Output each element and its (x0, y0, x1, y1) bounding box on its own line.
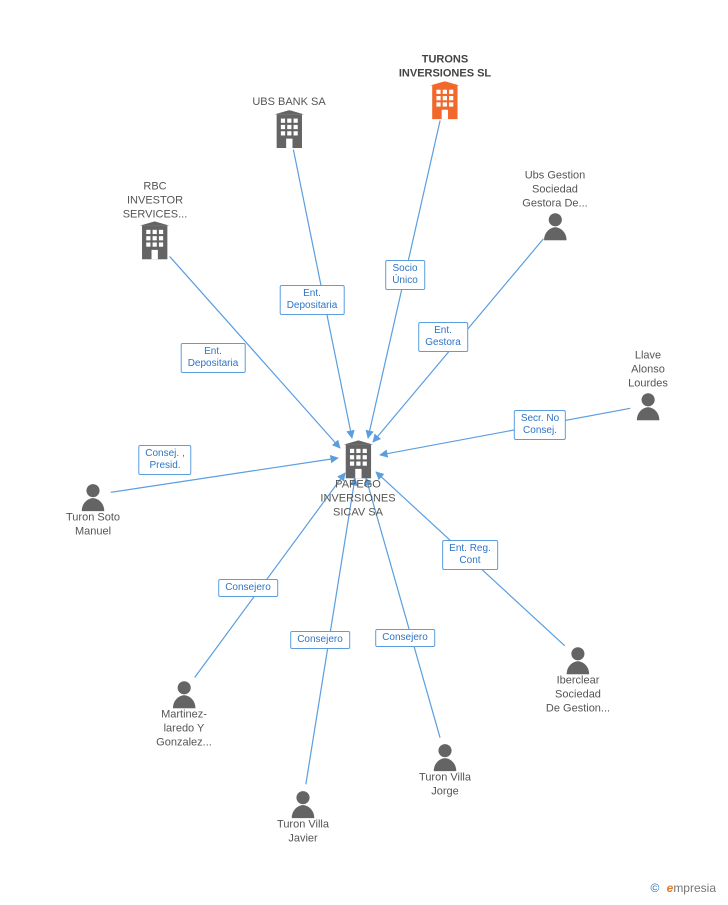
node-label: RBC INVESTOR SERVICES... (123, 180, 188, 221)
node-manuel: Turon Soto Manuel (66, 481, 120, 539)
node-label: TURONS INVERSIONES SL (399, 53, 491, 81)
node-label: Iberclear Sociedad De Gestion... (546, 674, 610, 715)
node-papego: PAPEGO INVERSIONES SICAV SA (320, 440, 395, 519)
edge-label: Consejero (218, 579, 278, 597)
building-icon (428, 81, 462, 119)
node-iberclear: Iberclear Sociedad De Gestion... (546, 644, 610, 715)
node-llave: Llave Alonso Lourdes (628, 349, 668, 420)
node-ubsbank: UBS BANK SA (252, 96, 325, 148)
watermark: © empresia (650, 881, 716, 895)
building-icon (138, 222, 172, 260)
node-turons: TURONS INVERSIONES SL (399, 53, 491, 119)
edge-label: Ent. Depositaria (280, 285, 345, 315)
edge-label: Ent. Depositaria (181, 343, 246, 373)
person-icon (288, 788, 318, 818)
network-diagram: PAPEGO INVERSIONES SICAV SA TURONS INVERS… (0, 0, 728, 905)
edge-label: Secr. No Consej. (514, 410, 566, 440)
edge-label: Consejero (375, 629, 435, 647)
edge-label: Consej. , Presid. (138, 445, 191, 475)
building-icon (272, 110, 306, 148)
node-label: UBS BANK SA (252, 96, 325, 110)
node-ubsgestion: Ubs Gestion Sociedad Gestora De... (522, 169, 587, 240)
node-jorge: Turon Villa Jorge (419, 741, 471, 799)
node-javier: Turon Villa Javier (277, 788, 329, 846)
person-icon (430, 741, 460, 771)
node-martinez: Martinez- laredo Y Gonzalez... (156, 678, 212, 749)
person-icon (169, 678, 199, 708)
node-label: PAPEGO INVERSIONES SICAV SA (320, 478, 395, 519)
brand-rest: mpresia (673, 881, 716, 895)
node-label: Martinez- laredo Y Gonzalez... (156, 708, 212, 749)
person-icon (563, 644, 593, 674)
node-label: Llave Alonso Lourdes (628, 349, 668, 390)
edge-label: Ent. Reg. Cont (442, 540, 498, 570)
edge-line (380, 408, 630, 455)
node-rbc: RBC INVESTOR SERVICES... (123, 180, 188, 259)
building-icon (341, 440, 375, 478)
edge-label: Ent. Gestora (418, 322, 468, 352)
edge-label: Socio Único (385, 260, 425, 290)
node-label: Turon Villa Jorge (419, 771, 471, 799)
node-label: Turon Soto Manuel (66, 511, 120, 539)
person-icon (540, 211, 570, 241)
node-label: Turon Villa Javier (277, 818, 329, 846)
copyright-symbol: © (650, 881, 659, 895)
edge-label: Consejero (290, 631, 350, 649)
node-label: Ubs Gestion Sociedad Gestora De... (522, 169, 587, 210)
person-icon (78, 481, 108, 511)
person-icon (633, 391, 663, 421)
